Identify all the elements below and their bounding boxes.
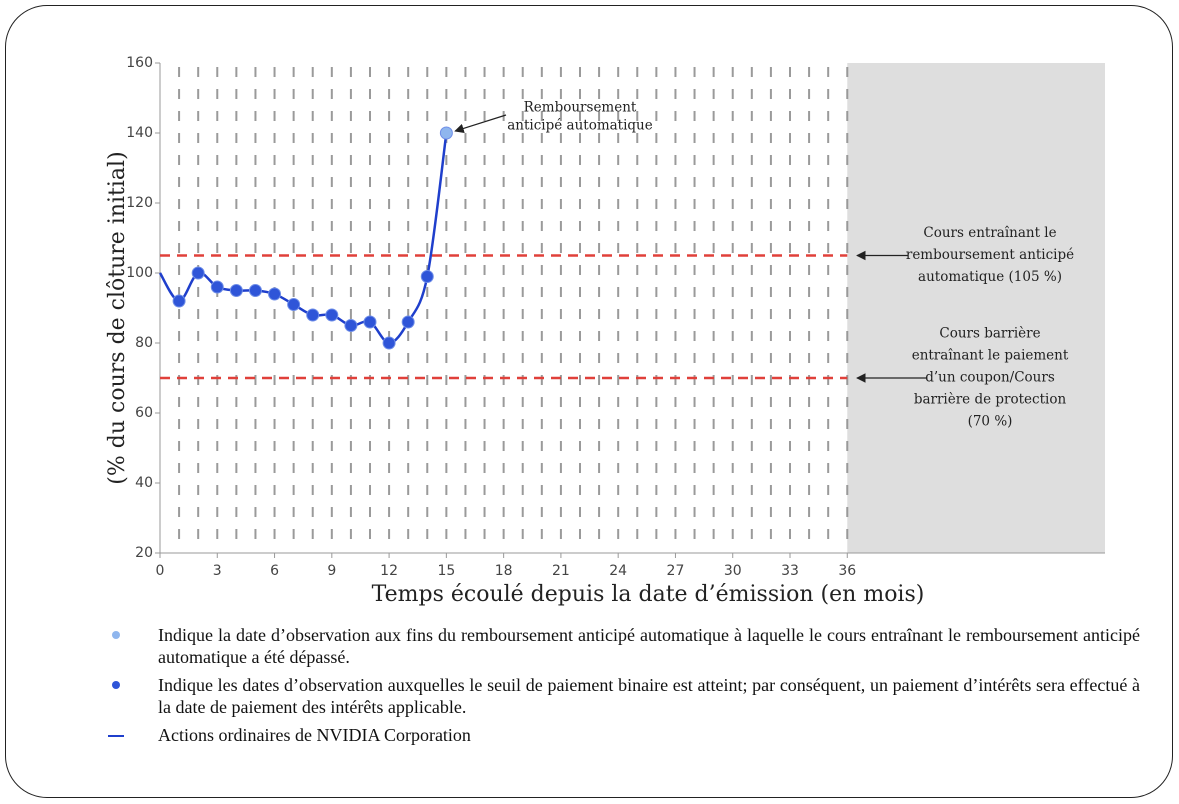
y-tick-label: 160 xyxy=(126,55,153,71)
x-tick-label: 12 xyxy=(380,563,398,579)
x-tick-label: 36 xyxy=(838,563,856,579)
y-tick-label: 80 xyxy=(135,335,153,351)
x-tick-label: 6 xyxy=(270,563,279,579)
legend-item: Actions ordinaires de NVIDIA Corporation xyxy=(100,724,1140,746)
y-tick-label: 140 xyxy=(126,125,153,141)
chart: (% du cours de clôture initial) Temps éc… xyxy=(105,55,1105,607)
reference-label: barrière de protection xyxy=(914,392,1067,408)
y-tick-label: 100 xyxy=(126,265,153,281)
y-tick-label: 60 xyxy=(135,405,153,421)
observation-point xyxy=(401,315,415,329)
observation-point xyxy=(306,308,320,322)
legend-text: Indique la date d’observation aux fins d… xyxy=(158,625,1140,667)
x-tick-label: 15 xyxy=(437,563,455,579)
legend-text: Actions ordinaires de NVIDIA Corporation xyxy=(158,725,471,745)
legend-text: Indique les dates d’observation auxquell… xyxy=(158,675,1140,717)
observation-point xyxy=(287,298,301,311)
legend-item: Indique la date d’observation aux fins d… xyxy=(100,624,1140,668)
observation-point xyxy=(191,266,205,280)
y-tick-label: 120 xyxy=(126,195,153,211)
y-tick-label: 20 xyxy=(135,545,153,561)
observation-point xyxy=(268,287,282,301)
y-tick-label: 40 xyxy=(135,475,153,491)
observation-point xyxy=(248,284,262,297)
observation-point xyxy=(439,126,453,140)
legend-swatch xyxy=(112,681,120,689)
reference-label: automatique (105 %) xyxy=(918,269,1062,285)
observation-point xyxy=(382,336,396,350)
x-tick-label: 0 xyxy=(156,563,165,579)
frame-border xyxy=(5,5,1173,798)
reference-label: (70 %) xyxy=(968,414,1013,430)
x-tick-label: 33 xyxy=(781,563,799,579)
x-tick-label: 3 xyxy=(213,563,222,579)
legend-swatch xyxy=(112,631,120,639)
observation-point xyxy=(420,270,434,283)
x-tick-label: 24 xyxy=(609,563,627,579)
observation-point xyxy=(172,294,186,308)
legend-symbol xyxy=(100,624,158,646)
reference-label: Cours entraînant le xyxy=(923,225,1056,241)
price-line xyxy=(158,132,448,345)
y-axis-label: (% du cours de clôture initial) xyxy=(105,151,130,484)
x-tick-label: 9 xyxy=(327,563,336,579)
observation-point xyxy=(325,308,339,322)
reference-label: remboursement anticipé xyxy=(906,247,1074,263)
legend: Indique la date d’observation aux fins d… xyxy=(100,624,1140,752)
reference-label: Cours barrière xyxy=(939,326,1040,342)
x-tick-label: 27 xyxy=(667,563,685,579)
x-tick-label: 30 xyxy=(724,563,742,579)
legend-symbol xyxy=(100,724,158,746)
observation-point xyxy=(210,280,224,294)
shaded-region xyxy=(847,63,1105,553)
x-tick-label: 21 xyxy=(552,563,570,579)
point-annotation: anticipé automatique xyxy=(507,118,653,134)
point-annotation: Remboursement xyxy=(524,100,637,116)
legend-symbol xyxy=(100,674,158,696)
x-tick-label: 18 xyxy=(495,563,513,579)
legend-swatch xyxy=(108,735,124,737)
reference-label: entraînant le paiement xyxy=(912,348,1069,364)
observation-point xyxy=(229,284,243,297)
annotation-arrow xyxy=(454,114,507,134)
observation-point xyxy=(363,315,377,329)
x-axis-label: Temps écoulé depuis la date d’émission (… xyxy=(372,582,925,607)
observation-point xyxy=(344,319,358,332)
reference-label: d’un coupon/Cours xyxy=(925,370,1055,386)
legend-item: Indique les dates d’observation auxquell… xyxy=(100,674,1140,718)
